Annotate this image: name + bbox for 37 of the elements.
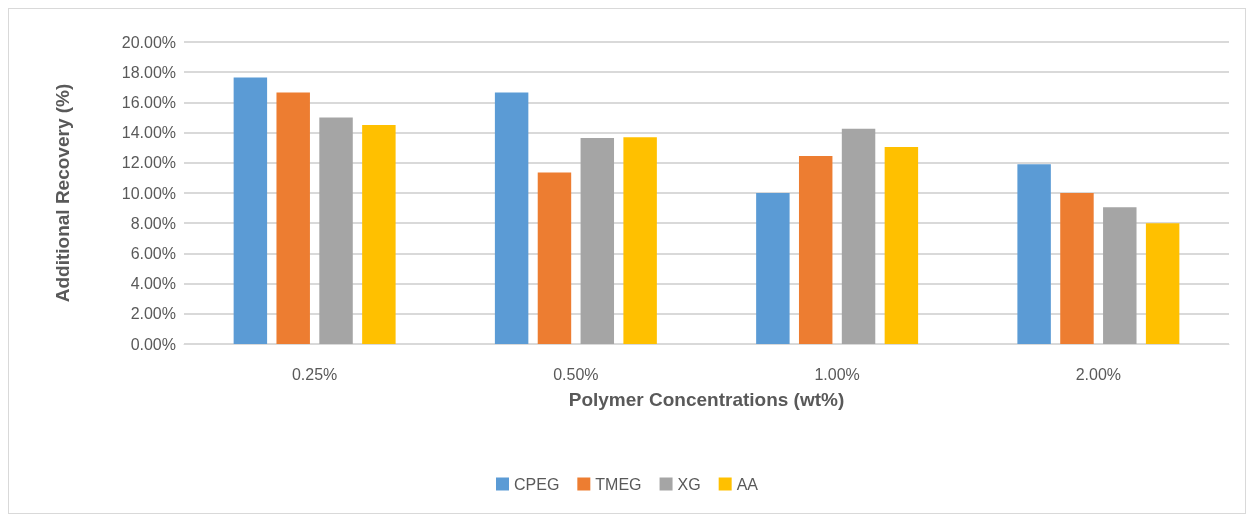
legend-label: XG [677, 475, 701, 493]
y-tick-label: 18.00% [121, 63, 176, 81]
x-tick-label: 1.00% [814, 365, 860, 383]
x-tick-label: 0.50% [553, 365, 599, 383]
bar [798, 156, 833, 344]
bar [537, 172, 572, 344]
y-tick-label: 16.00% [121, 93, 176, 111]
bar [1017, 164, 1051, 344]
y-tick-label: 8.00% [130, 214, 176, 232]
x-axis-title: Polymer Concentrations (wt%) [568, 389, 845, 410]
bar [1060, 193, 1094, 344]
bar [233, 77, 268, 344]
y-tick-label: 6.00% [130, 244, 176, 262]
y-tick-label: 12.00% [121, 154, 176, 172]
bar [884, 146, 919, 344]
legend-label: CPEG [513, 475, 560, 493]
bar [319, 117, 353, 344]
bar [841, 128, 876, 344]
bar [580, 137, 615, 344]
y-tick-label: 0.00% [130, 335, 176, 353]
y-tick-label: 20.00% [121, 33, 176, 51]
bar [362, 125, 396, 344]
y-tick-label: 10.00% [121, 184, 176, 202]
bar [1103, 207, 1137, 344]
y-tick-label: 2.00% [130, 305, 176, 323]
bar [276, 92, 310, 344]
x-tick-label: 2.00% [1075, 365, 1122, 383]
bar [1145, 223, 1180, 344]
y-tick-label: 14.00% [121, 124, 176, 142]
y-tick-label: 4.00% [130, 275, 176, 293]
legend-label: AA [736, 475, 759, 493]
legend-label: TMEG [595, 475, 642, 493]
bar [623, 137, 657, 344]
y-axis-title: Additional Recovery (%) [52, 83, 73, 303]
x-tick-label: 0.25% [291, 365, 338, 383]
bar [494, 92, 529, 344]
bar [756, 193, 790, 344]
